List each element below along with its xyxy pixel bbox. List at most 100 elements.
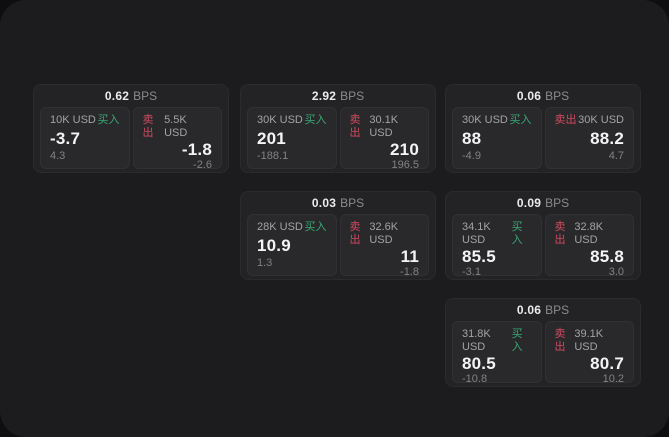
sell-side-label: 卖出 [349, 221, 361, 246]
buy-side-label: 买入 [511, 328, 523, 353]
buy-side-label: 买入 [511, 221, 523, 246]
quote-card-3: 0.06 BPS 30K USD 买入 88 -4.9 卖出 30K USD 8… [445, 84, 641, 173]
buy-panel[interactable]: 31.8K USD 买入 80.5 -10.8 [452, 321, 542, 385]
buy-top-row: 10K USD 买入 [50, 114, 120, 127]
sell-top-row: 卖出 5.5K USD [143, 114, 213, 140]
spread-unit-label: BPS [545, 196, 570, 210]
spread-value: 0.09 [516, 196, 542, 210]
spread-header: 0.06 BPS [446, 299, 640, 321]
buy-delta: 1.3 [257, 257, 273, 269]
buy-panel[interactable]: 10K USD 买入 -3.7 4.3 [40, 107, 130, 169]
buy-top-row: 28K USD 买入 [257, 221, 327, 234]
sell-price: 210 [390, 140, 419, 159]
buy-side-label: 买入 [97, 114, 120, 126]
sell-delta: 3.0 [608, 266, 624, 278]
spread-unit-label: BPS [133, 89, 158, 103]
buy-delta: -10.8 [462, 373, 488, 385]
quote-panels: 30K USD 买入 201 -188.1 卖出 30.1K USD 210 1… [241, 107, 435, 171]
buy-delta: -3.1 [462, 266, 481, 278]
spread-header: 0.03 BPS [241, 192, 435, 214]
buy-delta: -4.9 [462, 150, 481, 162]
sell-top-row: 卖出 39.1K USD [555, 328, 625, 354]
sell-side-label: 卖出 [349, 114, 361, 139]
spread-header: 0.09 BPS [446, 192, 640, 214]
buy-side-label: 买入 [304, 221, 327, 233]
buy-side-label: 买入 [304, 114, 327, 126]
buy-top-row: 30K USD 买入 [257, 114, 327, 127]
buy-size: 28K USD [257, 221, 303, 233]
spread-value: 0.06 [516, 89, 542, 103]
buy-size: 30K USD [462, 114, 508, 126]
buy-size: 30K USD [257, 114, 303, 126]
buy-price: 201 [257, 129, 286, 148]
spread-unit-label: BPS [545, 89, 570, 103]
buy-price: 80.5 [462, 354, 496, 373]
buy-side-label: 买入 [509, 114, 532, 126]
sell-price: 80.7 [590, 354, 624, 373]
quote-panels: 30K USD 买入 88 -4.9 卖出 30K USD 88.2 4.7 [446, 107, 640, 169]
sell-delta: 4.7 [608, 150, 624, 162]
sell-size: 39.1K USD [574, 328, 604, 353]
spread-value: 0.06 [516, 303, 542, 317]
quote-card-4: 0.03 BPS 28K USD 买入 10.9 1.3 卖出 32.6K US… [240, 191, 436, 280]
spread-header: 0.06 BPS [446, 85, 640, 107]
spread-header: 2.92 BPS [241, 85, 435, 107]
spread-header: 0.62 BPS [34, 85, 228, 107]
sell-side-label: 卖出 [554, 328, 566, 353]
spread-unit-label: BPS [545, 303, 570, 317]
sell-size: 30.1K USD [369, 114, 399, 139]
sell-delta: -1.8 [400, 266, 419, 278]
quote-panels: 31.8K USD 买入 80.5 -10.8 卖出 39.1K USD 80.… [446, 321, 640, 385]
sell-panel[interactable]: 卖出 30.1K USD 210 196.5 [339, 107, 429, 171]
spread-unit-label: BPS [340, 196, 365, 210]
sell-top-row: 卖出 30K USD [555, 114, 625, 127]
sell-delta: 196.5 [391, 159, 419, 171]
sell-price: 11 [400, 247, 419, 266]
buy-top-row: 30K USD 买入 [462, 114, 532, 127]
buy-price: 10.9 [257, 236, 291, 255]
sell-price: -1.8 [181, 140, 212, 159]
spread-value: 0.62 [104, 89, 130, 103]
quote-card-1: 0.62 BPS 10K USD 买入 -3.7 4.3 卖出 5.5K USD… [33, 84, 229, 173]
buy-price: -3.7 [50, 129, 81, 148]
buy-panel[interactable]: 30K USD 买入 88 -4.9 [452, 107, 542, 169]
buy-price: 88 [462, 129, 482, 148]
buy-size: 31.8K USD [462, 328, 491, 353]
sell-panel[interactable]: 卖出 30K USD 88.2 4.7 [544, 107, 634, 169]
sell-side-label: 卖出 [554, 114, 577, 126]
buy-size: 34.1K USD [462, 221, 491, 246]
sell-price: 85.8 [590, 247, 624, 266]
quote-panels: 34.1K USD 买入 85.5 -3.1 卖出 32.8K USD 85.8… [446, 214, 640, 278]
buy-top-row: 31.8K USD 买入 [462, 328, 532, 354]
sell-panel[interactable]: 卖出 5.5K USD -1.8 -2.6 [132, 107, 222, 171]
sell-size: 5.5K USD [164, 114, 188, 139]
quote-panels: 28K USD 买入 10.9 1.3 卖出 32.6K USD 11 -1.8 [241, 214, 435, 278]
quote-card-2: 2.92 BPS 30K USD 买入 201 -188.1 卖出 30.1K … [240, 84, 436, 173]
sell-size: 32.6K USD [369, 221, 399, 246]
sell-side-label: 卖出 [554, 221, 566, 246]
quote-card-5: 0.09 BPS 34.1K USD 买入 85.5 -3.1 卖出 32.8K… [445, 191, 641, 280]
sell-size: 32.8K USD [574, 221, 604, 246]
sell-panel[interactable]: 卖出 32.6K USD 11 -1.8 [339, 214, 429, 278]
sell-size: 30K USD [578, 114, 624, 126]
buy-panel[interactable]: 28K USD 买入 10.9 1.3 [247, 214, 337, 276]
buy-delta: 4.3 [50, 150, 66, 162]
sell-panel[interactable]: 卖出 39.1K USD 80.7 10.2 [544, 321, 634, 385]
spread-unit-label: BPS [340, 89, 365, 103]
sell-side-label: 卖出 [142, 114, 154, 139]
sell-price: 88.2 [590, 129, 624, 148]
buy-top-row: 34.1K USD 买入 [462, 221, 532, 247]
sell-top-row: 卖出 30.1K USD [350, 114, 420, 140]
quote-card-6: 0.06 BPS 31.8K USD 买入 80.5 -10.8 卖出 39.1… [445, 298, 641, 387]
sell-delta: 10.2 [602, 373, 624, 385]
buy-price: 85.5 [462, 247, 496, 266]
sell-top-row: 卖出 32.8K USD [555, 221, 625, 247]
buy-panel[interactable]: 30K USD 买入 201 -188.1 [247, 107, 337, 169]
sell-delta: -2.6 [193, 159, 212, 171]
buy-panel[interactable]: 34.1K USD 买入 85.5 -3.1 [452, 214, 542, 278]
spread-value: 2.92 [311, 89, 337, 103]
sell-panel[interactable]: 卖出 32.8K USD 85.8 3.0 [544, 214, 634, 278]
spread-value: 0.03 [311, 196, 337, 210]
buy-size: 10K USD [50, 114, 96, 126]
